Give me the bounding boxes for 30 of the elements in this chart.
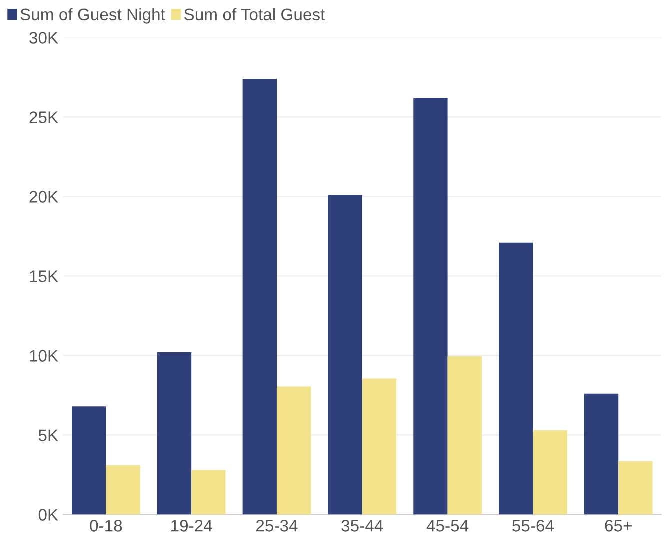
legend-label: Sum of Total Guest [184, 8, 326, 21]
bar [106, 465, 140, 515]
x-tick-label: 19-24 [172, 520, 212, 532]
bar [362, 378, 397, 515]
bar [618, 461, 653, 515]
bar [533, 430, 568, 515]
y-tick-label: 20K [30, 191, 58, 203]
y-tick-label: 0K [38, 509, 58, 521]
x-tick-label: 35-44 [342, 520, 384, 532]
y-tick-label: 10K [30, 350, 58, 362]
legend-label: Sum of Guest Night [20, 8, 166, 24]
bar [499, 242, 534, 515]
x-tick-label: 0-18 [90, 520, 122, 532]
bar [157, 352, 192, 515]
y-tick-label: 5K [38, 430, 58, 442]
bar [72, 406, 106, 515]
bar [584, 394, 619, 515]
x-tick-label: 55-64 [512, 520, 554, 532]
y-tick-label: 15K [30, 270, 58, 282]
x-tick-label: 65+ [605, 520, 632, 532]
bar [276, 386, 312, 515]
x-tick-label: 25-34 [256, 520, 298, 532]
bar [242, 79, 277, 515]
y-tick-label: 25K [30, 112, 58, 124]
bar [448, 356, 482, 515]
bar [414, 98, 448, 515]
y-tick-label: 30K [30, 32, 58, 44]
x-tick-label: 45-54 [426, 520, 469, 532]
bar [192, 470, 226, 515]
bar [328, 195, 362, 515]
